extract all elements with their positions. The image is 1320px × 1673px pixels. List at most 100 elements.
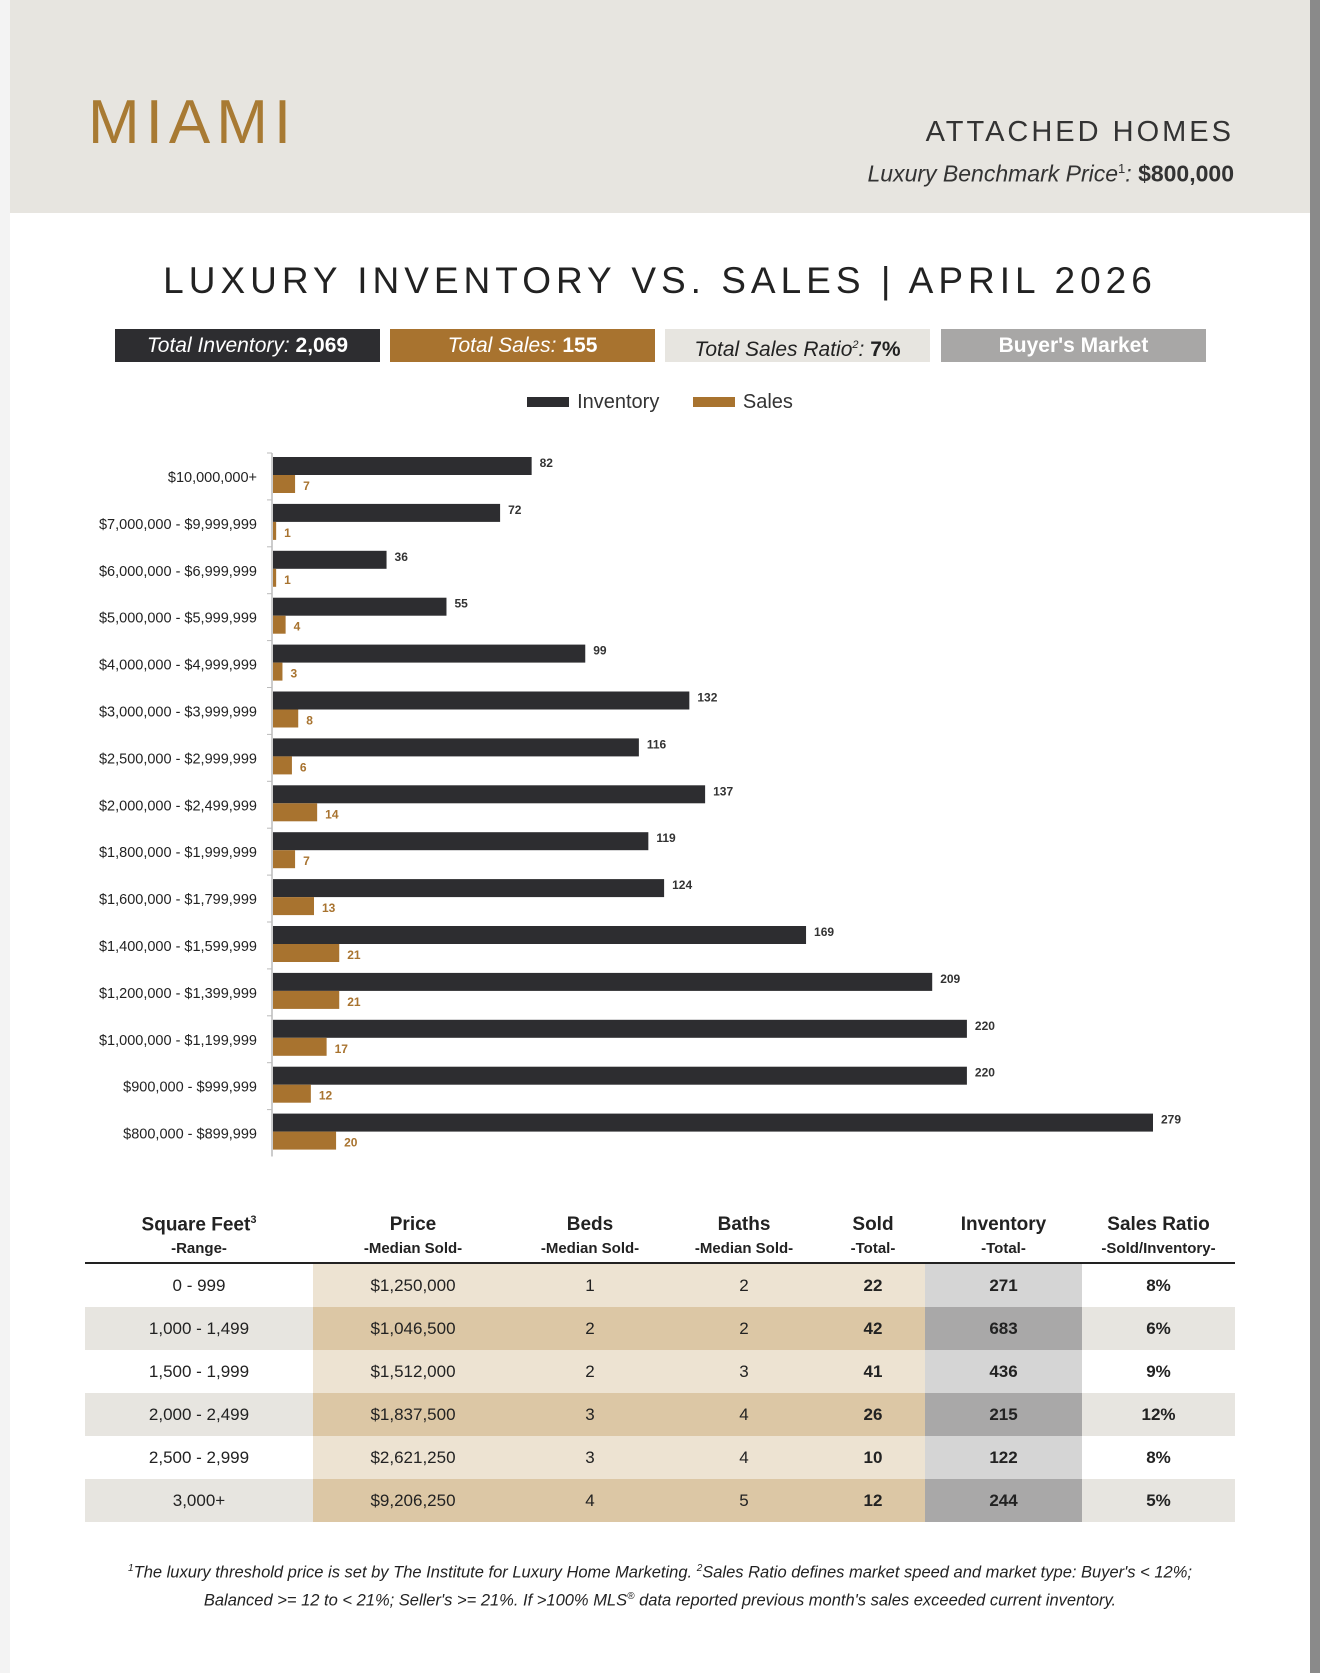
column-header-subtitle: -Median Sold- bbox=[694, 1240, 794, 1257]
inventory-data-label: 36 bbox=[395, 550, 409, 564]
city-name: MIAMI bbox=[88, 88, 298, 157]
column-header-subtitle: -Total- bbox=[850, 1240, 896, 1257]
category-label: $4,000,000 - $4,999,999 bbox=[99, 658, 257, 674]
sales-data-label: 21 bbox=[347, 995, 361, 1009]
inventory-data-label: 220 bbox=[975, 1066, 995, 1080]
table-row: 3,000+ $9,206,250 4 5 12 244 5% bbox=[85, 1479, 1235, 1522]
sales-bar bbox=[273, 475, 296, 493]
table-cell-sold: 26 bbox=[821, 1393, 925, 1436]
category-label: $2,500,000 - $2,999,999 bbox=[99, 751, 257, 767]
sales-bar bbox=[273, 1037, 327, 1056]
table-cell-sold: 10 bbox=[821, 1436, 925, 1479]
inventory-bar bbox=[273, 832, 649, 851]
sales-bar bbox=[273, 850, 296, 869]
inventory-bar bbox=[273, 1066, 967, 1085]
sales-bar bbox=[273, 1131, 337, 1150]
inventory-bar bbox=[273, 926, 807, 944]
table-cell-beds: 3 bbox=[513, 1436, 667, 1479]
sales-bar bbox=[273, 615, 286, 634]
category-label: $1,800,000 - $1,999,999 bbox=[99, 845, 257, 861]
legend-inventory: Inventory bbox=[527, 391, 659, 414]
benchmark-price: Luxury Benchmark Price1: $800,000 bbox=[867, 160, 1235, 187]
table-cell-baths: 2 bbox=[667, 1307, 821, 1350]
sales-data-label: 14 bbox=[325, 807, 339, 821]
column-header-text: Square Feet bbox=[141, 1214, 251, 1236]
inventory-bar bbox=[273, 785, 706, 804]
table-cell-inv: 271 bbox=[925, 1263, 1082, 1307]
sales-data-label: 6 bbox=[300, 760, 307, 774]
column-header-subtitle: -Median Sold- bbox=[363, 1240, 463, 1257]
table-cell-inv: 683 bbox=[925, 1307, 1082, 1350]
property-type: ATTACHED HOMES bbox=[925, 116, 1234, 148]
footnote-text-2: Sales Ratio defines market speed and mar… bbox=[702, 1563, 1192, 1582]
sales-data-label: 1 bbox=[284, 526, 291, 540]
table-cell-price: $1,837,500 bbox=[313, 1393, 513, 1436]
inventory-bar bbox=[273, 644, 586, 663]
sales-data-label: 13 bbox=[322, 901, 336, 915]
inventory-bar bbox=[273, 457, 532, 475]
inventory-bar bbox=[273, 691, 690, 710]
registered-mark: ® bbox=[627, 1590, 635, 1602]
table-cell-beds: 4 bbox=[513, 1479, 667, 1522]
inventory-data-label: 72 bbox=[508, 503, 522, 517]
column-header-text: Sold bbox=[852, 1214, 894, 1235]
table-cell-baths: 2 bbox=[667, 1263, 821, 1307]
category-label: $2,000,000 - $2,499,999 bbox=[99, 798, 257, 814]
sales-bar bbox=[273, 662, 283, 681]
inventory-sales-bar-chart: $10,000,000+827$7,000,000 - $9,999,99972… bbox=[99, 452, 1181, 1157]
benchmark-footnote-mark: 1 bbox=[1118, 161, 1126, 176]
inventory-data-label: 55 bbox=[454, 597, 468, 611]
table-cell-ratio: 9% bbox=[1082, 1350, 1235, 1393]
category-label: $1,400,000 - $1,599,999 bbox=[99, 939, 257, 955]
column-header-title: Sales Ratio bbox=[1082, 1214, 1235, 1236]
category-label: $6,000,000 - $6,999,999 bbox=[99, 564, 257, 580]
category-label: $7,000,000 - $9,999,999 bbox=[99, 517, 257, 533]
table-cell-sqft: 0 - 999 bbox=[85, 1263, 313, 1307]
total-inventory-label: Total Inventory: bbox=[146, 334, 290, 357]
sales-bar bbox=[273, 803, 318, 822]
category-label: $800,000 - $899,999 bbox=[123, 1127, 257, 1143]
total-sales-box: Total Sales: 155 bbox=[390, 329, 655, 362]
table-cell-price: $1,512,000 bbox=[313, 1350, 513, 1393]
chart-legend: Inventory Sales bbox=[0, 390, 1320, 414]
table-cell-beds: 2 bbox=[513, 1307, 667, 1350]
inventory-data-label: 169 bbox=[814, 925, 834, 939]
page-frame-right bbox=[1310, 0, 1320, 1673]
ratio-footnote-mark: 2 bbox=[852, 339, 859, 351]
sales-bar bbox=[273, 709, 299, 728]
inventory-data-label: 116 bbox=[647, 737, 667, 751]
table-cell-inv: 122 bbox=[925, 1436, 1082, 1479]
table-cell-ratio: 8% bbox=[1082, 1263, 1235, 1307]
table-body: 0 - 999 $1,250,000 1 2 22 271 8% 1,000 - 1,499 $… bbox=[85, 1263, 1235, 1522]
column-header-sqft: Square Feet3 -Range- bbox=[85, 1207, 313, 1263]
sales-data-label: 17 bbox=[335, 1042, 349, 1056]
footnote-mark-1: 1 bbox=[128, 1563, 134, 1574]
legend-label-sales: Sales bbox=[742, 390, 793, 413]
column-header-subtitle: -Sold/Inventory- bbox=[1101, 1240, 1216, 1257]
legend-label-inventory: Inventory bbox=[577, 390, 660, 413]
sales-bar bbox=[273, 756, 292, 775]
column-header-text: Price bbox=[389, 1214, 437, 1235]
total-sales-label: Total Sales: bbox=[447, 334, 557, 357]
table-cell-price: $1,250,000 bbox=[313, 1263, 513, 1307]
column-header-text: Baths bbox=[717, 1214, 771, 1235]
page-title: LUXURY INVENTORY VS. SALES | APRIL 2026 bbox=[163, 260, 1157, 301]
column-header-title: Sold bbox=[821, 1214, 925, 1236]
category-label: $900,000 - $999,999 bbox=[123, 1080, 257, 1096]
inventory-data-label: 132 bbox=[697, 691, 717, 705]
footnote-text-4: data reported previous month's sales exc… bbox=[634, 1591, 1117, 1609]
column-header-subtitle: -Median Sold- bbox=[540, 1240, 640, 1257]
sales-bar bbox=[273, 568, 277, 587]
column-header-beds: Beds -Median Sold- bbox=[513, 1207, 667, 1263]
column-header-price: Price -Median Sold- bbox=[313, 1207, 513, 1263]
sales-data-label: 7 bbox=[303, 854, 310, 868]
column-header-title: Inventory bbox=[925, 1214, 1082, 1236]
total-inventory-box: Total Inventory: 2,069 bbox=[115, 329, 380, 362]
sales-bar bbox=[273, 897, 315, 916]
total-sales-ratio-label: Total Sales Ratio bbox=[694, 338, 853, 361]
table-cell-inv: 215 bbox=[925, 1393, 1082, 1436]
inventory-data-label: 209 bbox=[940, 972, 960, 986]
column-header-baths: Baths -Median Sold- bbox=[667, 1207, 821, 1263]
column-header-title: Price bbox=[313, 1214, 513, 1236]
inventory-bar bbox=[273, 879, 665, 898]
